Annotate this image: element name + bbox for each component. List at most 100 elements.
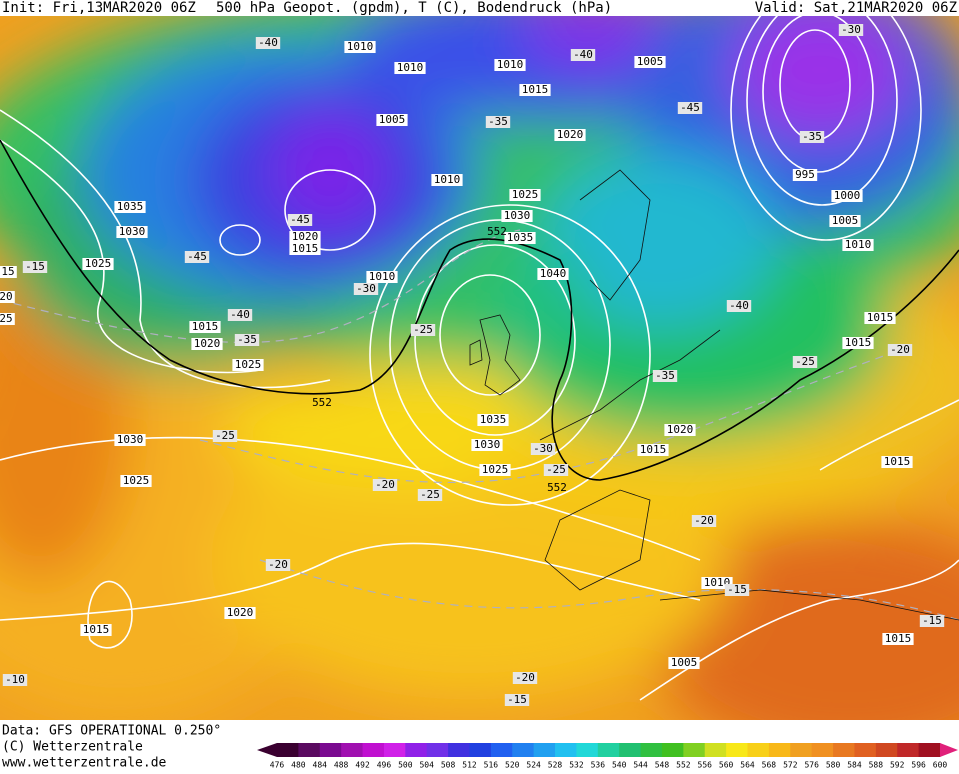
pressure-label-box (344, 41, 376, 53)
pressure-label: 1010 (497, 58, 524, 71)
legend-tick-label: 524 (526, 761, 541, 770)
temperature-label-box (919, 615, 945, 627)
pressure-label: 1015 (845, 336, 872, 349)
pressure-label: 1010 (434, 173, 461, 186)
temperature-label: -15 (507, 693, 527, 706)
pressure-label: 1035 (480, 413, 507, 426)
legend-tick-label: 496 (377, 761, 392, 770)
temperature-label-box (799, 131, 825, 143)
pressure-label: 1040 (540, 267, 567, 280)
temperature-label-box (570, 49, 596, 61)
legend-tick-label: 564 (740, 761, 755, 770)
pressure-label-box (537, 268, 569, 280)
geopotential-552-line (0, 139, 959, 481)
temperature-label: -25 (413, 323, 433, 336)
header-band (0, 0, 959, 16)
temperature-label: -35 (655, 369, 675, 382)
legend-swatch (555, 743, 577, 757)
legend-tick-label: 532 (569, 761, 584, 770)
legend-tick-label: 584 (847, 761, 862, 770)
pressure-label-box (0, 291, 15, 303)
legend-swatch (726, 743, 749, 757)
temperature-label: -20 (375, 478, 395, 491)
temperature-label: -15 (25, 260, 45, 273)
legend-tick-label: 556 (698, 761, 713, 770)
legend-swatch (512, 743, 535, 757)
pressure-label-box (519, 84, 551, 96)
legend-swatch (319, 743, 342, 757)
pressure-label: 1030 (119, 225, 146, 238)
legend-tick-label: 504 (419, 761, 434, 770)
pressure-label-box (82, 258, 114, 270)
temperature-label: -15 (727, 583, 747, 596)
pressure-label: 1025 (235, 358, 262, 371)
pressure-label: 1035 (117, 200, 144, 213)
temperature-label-box (2, 674, 28, 686)
legend-tick-label: 492 (355, 761, 370, 770)
legend-tick-label: 480 (291, 761, 306, 770)
pressure-label-box (477, 414, 509, 426)
temperature-label-box (417, 489, 443, 501)
pressure-label: 1015 (884, 455, 911, 468)
legend-tick-label: 544 (633, 761, 648, 770)
legend-swatch (448, 743, 470, 757)
legend-swatch (426, 743, 449, 757)
legend-swatch (362, 743, 385, 757)
pressure-label: 1020 (227, 606, 254, 619)
init-time: Init: Fri,13MAR2020 06Z (2, 0, 196, 16)
pressure-label: 995 (795, 168, 815, 181)
pressure-label: 1010 (845, 238, 872, 251)
temperature-label: -45 (187, 250, 207, 263)
legend-arrow-high (940, 743, 958, 757)
pressure-label-box (189, 321, 221, 333)
pressure-label: 1005 (637, 55, 664, 68)
legend-tick-label: 476 (270, 761, 285, 770)
temperature-label: -20 (268, 558, 288, 571)
pressure-label-box (882, 633, 914, 645)
pressure-label-box (0, 266, 17, 278)
geopotential-label: 552 (547, 481, 567, 494)
legend-swatch (875, 743, 898, 757)
geopotential-label: 552 (487, 225, 507, 238)
pressure-label: 1035 (507, 231, 534, 244)
temperature-label: -10 (5, 673, 25, 686)
valid-time: Valid: Sat,21MAR2020 06Z (755, 0, 957, 16)
pressure-label: 1010 (369, 270, 396, 283)
legend-tick-label: 520 (505, 761, 520, 770)
legend-swatch (576, 743, 599, 757)
legend-arrow-low (257, 743, 277, 757)
pressure-label: 1030 (117, 433, 144, 446)
pressure-label: 1015 (83, 623, 110, 636)
temperature-label: -25 (420, 488, 440, 501)
legend-swatch (897, 743, 920, 757)
legend-swatch (918, 743, 941, 757)
pressure-label: 1015 (522, 83, 549, 96)
temperature-label-box (265, 559, 291, 571)
pressure-label-box (664, 424, 696, 436)
pressure-label-box (504, 232, 536, 244)
pressure-label-box (366, 271, 398, 283)
legend-swatch (405, 743, 428, 757)
data-source: Data: GFS OPERATIONAL 0.250° (2, 724, 221, 739)
pressure-label-box (289, 231, 321, 243)
pressure-label: 1020 (667, 423, 694, 436)
pressure-label-box (829, 215, 861, 227)
legend-swatch (683, 743, 706, 757)
temperature-label-box (212, 430, 238, 442)
pressure-label: 20 (0, 290, 13, 303)
legend-swatch (811, 743, 834, 757)
temperature-label-box (485, 116, 511, 128)
legend-swatch (490, 743, 513, 757)
pressure-label-box (224, 607, 256, 619)
legend-swatch (661, 743, 684, 757)
temperature-label-box (652, 370, 678, 382)
temperature-label-box (504, 694, 530, 706)
legend-swatch (704, 743, 727, 757)
pressure-label: 1020 (557, 128, 584, 141)
legend-tick-label: 592 (890, 761, 905, 770)
pressure-label: 1025 (482, 463, 509, 476)
map-labels: 1010 1010 1010 1005 1015 1005 1020 1010 1025 1030… (0, 23, 945, 706)
pressure-label-box (0, 313, 15, 325)
legend-swatch (833, 743, 855, 757)
